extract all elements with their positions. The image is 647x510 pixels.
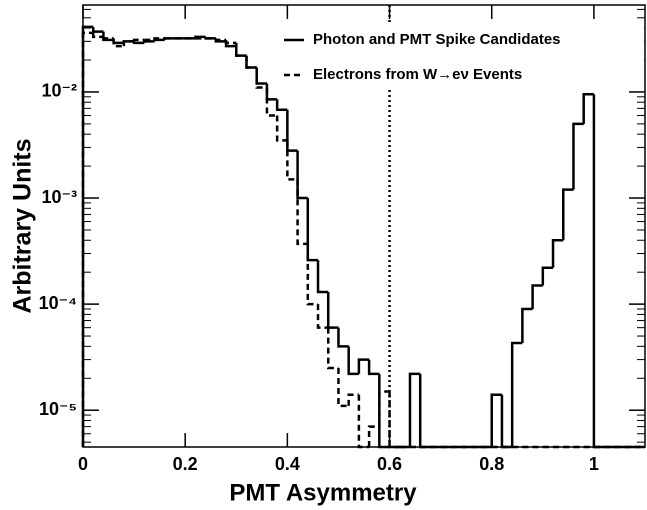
histogram-bin [337,327,349,348]
histogram-bin [102,31,114,42]
histogram-bin [521,307,533,344]
x-tick-label: 1 [589,454,599,474]
histogram-bin [326,327,339,370]
histogram-bin [337,367,349,408]
histogram-bin [347,346,359,376]
histogram-bin [112,38,124,48]
histogram-bin [153,37,165,40]
histogram-bin [510,341,523,447]
histogram-bin [306,198,319,262]
x-tick-label: 0.6 [377,454,402,474]
histogram-bin [112,39,124,45]
histogram-bin [235,46,247,57]
x-tick-label: 0.4 [275,454,300,474]
histogram-bin [551,239,564,268]
x-axis-label: PMT Asymmetry [229,479,417,506]
histogram-bin [296,150,308,200]
histogram-bin [286,109,298,152]
histogram-bin [378,373,390,449]
histogram-bin [265,83,278,101]
histogram-bin [316,260,329,294]
histogram-bin [367,359,380,376]
histogram-bin [582,93,594,124]
histogram-bin [357,358,370,374]
histogram-bin [418,373,431,449]
histogram-bin [214,38,227,42]
histogram-bin [235,42,247,57]
histogram-bin [245,55,257,69]
histogram-bin [378,390,390,427]
legend-label: Electrons from W→eν Events [313,66,522,83]
histogram-bin [531,284,543,309]
histogram-bin [255,67,267,89]
histogram-bin [153,38,165,42]
histogram-bin [572,122,584,190]
histogram-bin [500,394,513,449]
histogram-bin [122,40,135,47]
histogram-bin [367,425,380,447]
y-tick-label: 10⁻³ [41,187,77,207]
histogram-bin [541,266,554,286]
histogram-bin [81,25,94,447]
histogram-bin [132,38,145,42]
y-tick-label: 10⁻⁵ [39,399,77,419]
histogram-bin [562,188,574,241]
histogram-bin [316,304,329,329]
y-tick-label: 10⁻² [41,81,77,101]
histogram-bin [388,391,400,449]
histogram-bin [326,292,339,329]
histogram-bin [102,36,114,40]
histogram-bin [347,393,359,406]
histogram-bin [592,94,605,449]
histogram-bin [275,99,288,111]
x-tick-label: 0.2 [173,454,198,474]
histogram-bin [275,115,288,142]
legend-label: Photon and PMT Spike Candidates [313,31,561,48]
histogram-bin [255,67,267,85]
legend-box [278,24,644,88]
histogram-bin [91,26,104,33]
y-tick-label: 10⁻⁴ [39,293,77,313]
histogram-bin [143,40,155,43]
histogram-bin [265,87,278,117]
histogram-bin [132,41,145,45]
histogram-bin [91,32,104,39]
histogram-bin [286,140,298,181]
histogram-bin [408,372,421,447]
plot-frame [82,4,646,448]
histogram-bin [224,39,237,45]
x-tick-label: 0 [78,454,88,474]
histogram-bin [357,394,370,449]
x-tick-label: 0.8 [479,454,504,474]
y-axis-label: Arbitrary Units [9,138,37,313]
histogram-bin [490,393,502,447]
histogram-bin [296,179,308,246]
histogram-bin [306,243,319,306]
histogram-bin [245,55,257,69]
